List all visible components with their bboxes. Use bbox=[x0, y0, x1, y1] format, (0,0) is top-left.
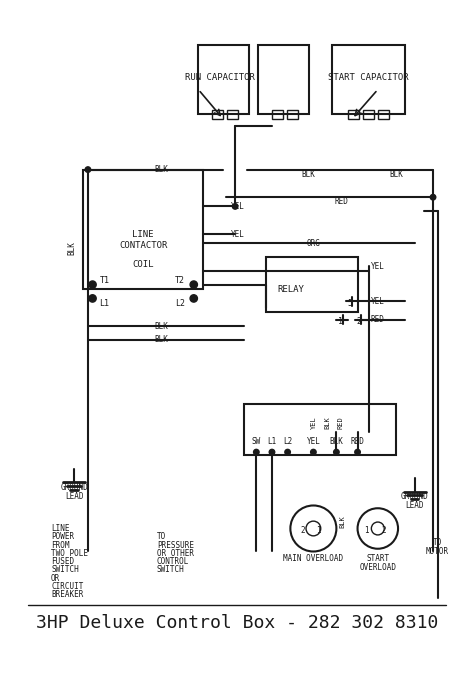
Text: OVERLOAD: OVERLOAD bbox=[359, 562, 396, 572]
Circle shape bbox=[334, 450, 339, 455]
Text: YEL: YEL bbox=[307, 437, 320, 445]
Text: LINE: LINE bbox=[132, 230, 154, 239]
Text: 1: 1 bbox=[317, 526, 321, 535]
Text: BLK: BLK bbox=[68, 241, 77, 255]
Text: ORG: ORG bbox=[307, 239, 320, 247]
Text: COIL: COIL bbox=[132, 260, 154, 269]
Circle shape bbox=[89, 295, 96, 302]
Text: BLK: BLK bbox=[329, 437, 343, 445]
Text: BLK: BLK bbox=[155, 322, 168, 331]
Text: CONTROL: CONTROL bbox=[157, 557, 189, 566]
Text: RED: RED bbox=[371, 315, 385, 324]
Text: L1: L1 bbox=[267, 437, 277, 445]
Bar bbox=[227, 110, 238, 119]
Text: BLK: BLK bbox=[302, 170, 316, 178]
Text: CONTACTOR: CONTACTOR bbox=[119, 241, 167, 249]
Text: SW: SW bbox=[252, 437, 261, 445]
Text: LINE: LINE bbox=[51, 524, 70, 533]
Circle shape bbox=[285, 450, 291, 455]
Text: BREAKER: BREAKER bbox=[51, 590, 83, 599]
Text: MAIN OVERLOAD: MAIN OVERLOAD bbox=[283, 554, 344, 563]
Text: GROUND: GROUND bbox=[60, 483, 88, 491]
Bar bbox=[332, 45, 405, 114]
Text: GROUND: GROUND bbox=[401, 491, 428, 501]
Text: YEL: YEL bbox=[371, 297, 385, 306]
Bar bbox=[212, 110, 223, 119]
Text: L1: L1 bbox=[100, 299, 109, 308]
Text: L2: L2 bbox=[175, 299, 185, 308]
Bar bbox=[245, 404, 396, 455]
Text: BLK: BLK bbox=[155, 165, 168, 174]
Text: YEL: YEL bbox=[310, 416, 316, 429]
Text: 2: 2 bbox=[300, 526, 305, 535]
Circle shape bbox=[190, 281, 198, 288]
Text: 5: 5 bbox=[348, 299, 353, 308]
Text: OR OTHER: OR OTHER bbox=[157, 549, 194, 558]
Circle shape bbox=[310, 450, 316, 455]
Text: START: START bbox=[366, 554, 389, 563]
Text: T2: T2 bbox=[175, 276, 185, 285]
Text: YEL: YEL bbox=[231, 202, 245, 211]
Circle shape bbox=[190, 295, 198, 302]
Text: LEAD: LEAD bbox=[405, 501, 424, 510]
Bar bbox=[83, 170, 203, 289]
Text: RED: RED bbox=[334, 197, 348, 206]
Bar bbox=[272, 110, 283, 119]
Text: OR: OR bbox=[51, 574, 60, 583]
Text: RUN CAPACITOR: RUN CAPACITOR bbox=[184, 73, 255, 82]
Text: SWITCH: SWITCH bbox=[51, 565, 79, 575]
Bar bbox=[348, 110, 359, 119]
Text: 1: 1 bbox=[365, 526, 369, 535]
Text: RELAY: RELAY bbox=[277, 285, 304, 294]
Text: LEAD: LEAD bbox=[65, 491, 83, 501]
Text: 3HP Deluxe Control Box - 282 302 8310: 3HP Deluxe Control Box - 282 302 8310 bbox=[36, 614, 438, 632]
Bar bbox=[287, 110, 298, 119]
Text: MOTOR: MOTOR bbox=[426, 547, 449, 556]
Circle shape bbox=[355, 450, 360, 455]
Text: YEL: YEL bbox=[371, 262, 385, 270]
Bar bbox=[265, 257, 357, 312]
Text: L2: L2 bbox=[283, 437, 292, 445]
Text: START CAPACITOR: START CAPACITOR bbox=[328, 73, 409, 82]
Text: POWER: POWER bbox=[51, 532, 74, 541]
Text: SWITCH: SWITCH bbox=[157, 565, 185, 575]
Bar bbox=[198, 45, 249, 114]
Circle shape bbox=[269, 450, 275, 455]
Text: TO: TO bbox=[157, 532, 166, 541]
Text: BLK: BLK bbox=[389, 170, 403, 178]
Circle shape bbox=[89, 281, 96, 288]
Text: 2: 2 bbox=[381, 526, 386, 535]
Text: BLK: BLK bbox=[155, 335, 168, 344]
Text: RED: RED bbox=[351, 437, 365, 445]
Text: T1: T1 bbox=[100, 276, 109, 285]
Text: PRESSURE: PRESSURE bbox=[157, 541, 194, 550]
Circle shape bbox=[254, 450, 259, 455]
Text: CIRCUIT: CIRCUIT bbox=[51, 582, 83, 591]
Text: YEL: YEL bbox=[231, 230, 245, 239]
Text: FROM: FROM bbox=[51, 541, 70, 550]
Circle shape bbox=[430, 195, 436, 200]
Text: 1: 1 bbox=[338, 317, 344, 326]
Bar bbox=[378, 110, 389, 119]
Circle shape bbox=[232, 203, 238, 209]
Circle shape bbox=[85, 167, 91, 172]
Text: TWO POLE: TWO POLE bbox=[51, 549, 88, 558]
Bar bbox=[363, 110, 374, 119]
Bar bbox=[258, 45, 309, 114]
Text: RED: RED bbox=[338, 416, 344, 429]
Text: BLK: BLK bbox=[324, 416, 330, 429]
Text: 2: 2 bbox=[357, 317, 362, 326]
Text: TO: TO bbox=[433, 538, 442, 547]
Text: FUSED: FUSED bbox=[51, 557, 74, 566]
Text: BLK: BLK bbox=[340, 516, 346, 529]
